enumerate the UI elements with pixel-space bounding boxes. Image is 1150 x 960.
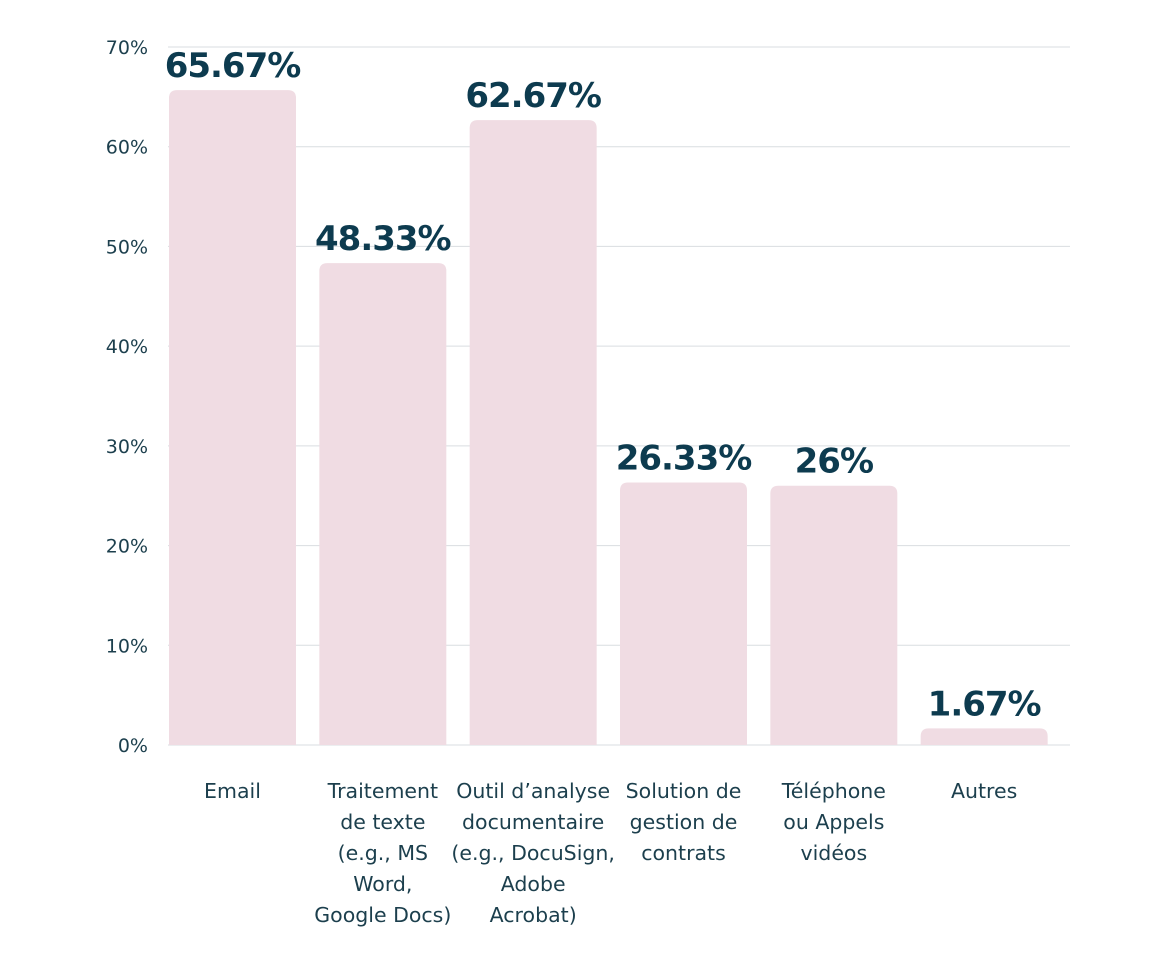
data-label: 65.67% bbox=[165, 46, 301, 86]
data-label: 1.67% bbox=[928, 684, 1041, 724]
y-tick-label: 30% bbox=[106, 436, 148, 458]
x-tick-label: Téléphone ou Appels vidéos bbox=[781, 779, 886, 865]
bar-4 bbox=[620, 482, 747, 745]
data-label: 48.33% bbox=[315, 219, 451, 259]
x-tick-label: Outil d’analyse documentaire (e.g., DocuSi… bbox=[451, 779, 615, 927]
x-tick-label: Autres bbox=[951, 779, 1017, 803]
y-tick-label: 40% bbox=[106, 336, 148, 358]
y-tick-label: 0% bbox=[118, 735, 148, 757]
y-tick-label: 10% bbox=[106, 635, 148, 657]
bar-3 bbox=[469, 120, 597, 745]
bar-1 bbox=[169, 90, 296, 746]
y-tick-label: 50% bbox=[106, 236, 148, 258]
x-tick-label: Traitement de texte (e.g., MS Word, Google D… bbox=[314, 779, 451, 927]
data-label: 26.33% bbox=[616, 438, 752, 478]
x-tick-label: Solution de gestion de contrats bbox=[626, 779, 742, 865]
y-tick-label: 70% bbox=[106, 37, 148, 59]
data-label: 62.67% bbox=[465, 76, 601, 116]
bar-5 bbox=[770, 485, 898, 745]
bar-6 bbox=[920, 728, 1048, 745]
data-label: 26% bbox=[795, 442, 873, 482]
y-tick-label: 20% bbox=[106, 536, 148, 558]
y-tick-label: 60% bbox=[106, 137, 148, 159]
bar-2 bbox=[319, 263, 447, 745]
x-tick-label: Email bbox=[204, 779, 261, 803]
